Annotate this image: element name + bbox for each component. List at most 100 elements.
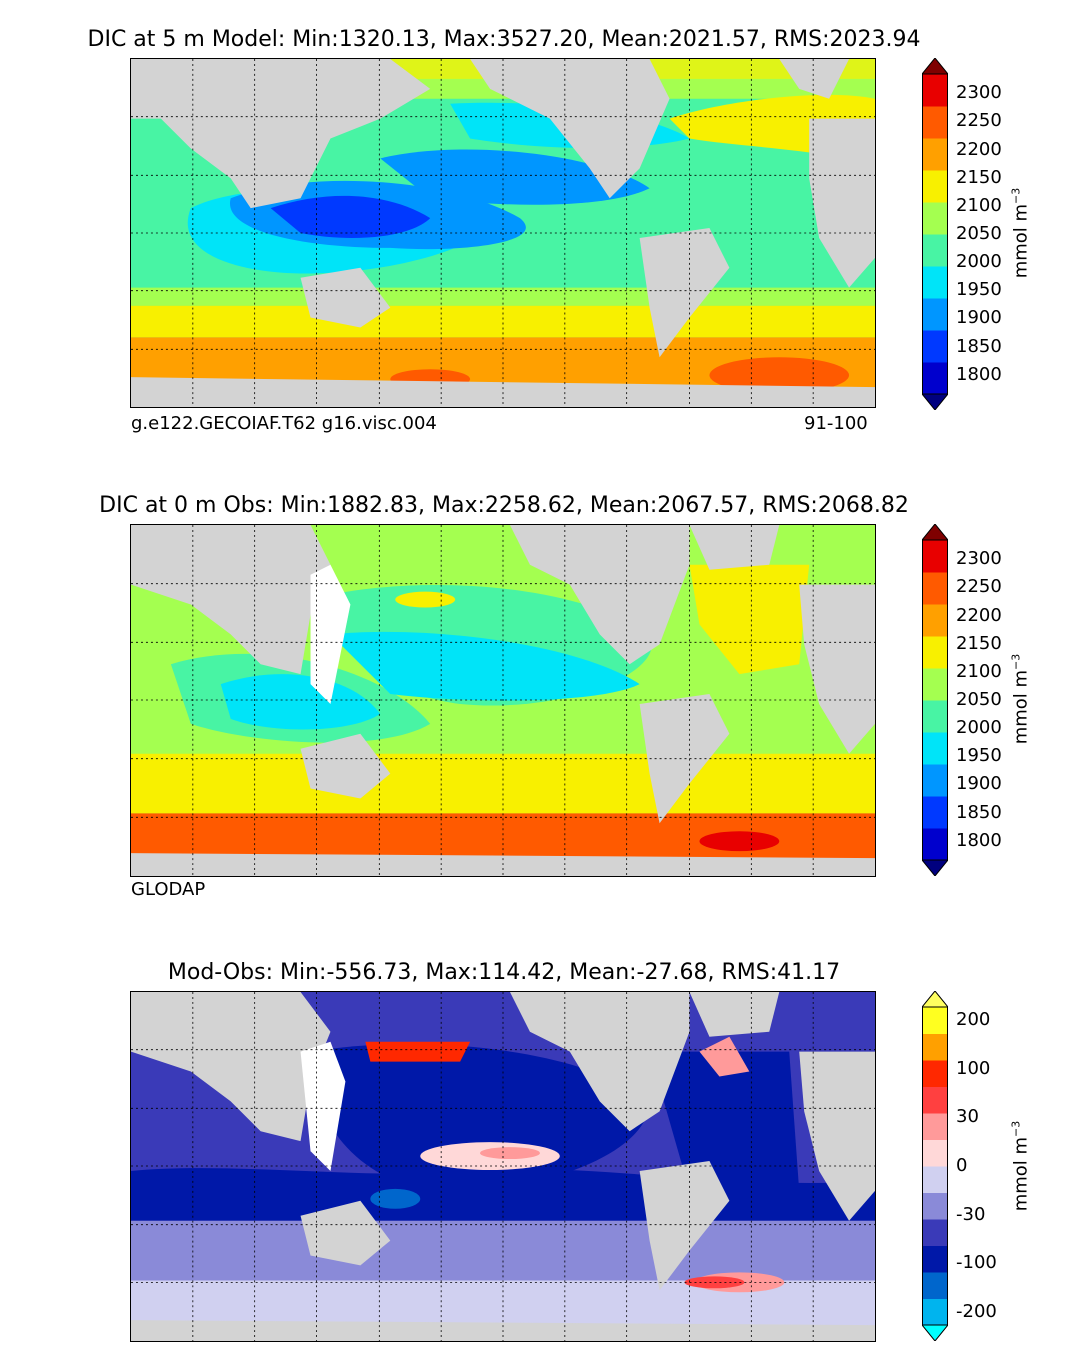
- panel1-footer-left: g.e122.GECOIAF.T62 g16.visc.004: [131, 413, 437, 434]
- colorbar-segment: [922, 1007, 948, 1034]
- panel2-colorbar-units: mmol m−3: [1009, 654, 1031, 745]
- panel2-map-svg: [131, 525, 875, 876]
- panel1-footer-right: 91-100: [804, 413, 868, 434]
- panel2-units-base: mmol m: [1010, 669, 1032, 745]
- panel3-colorbar-units: mmol m−3: [1009, 1121, 1031, 1212]
- panel1-title: DIC at 5 m Model: Min:1320.13, Max:3527.…: [87, 27, 921, 52]
- colorbar-tick-label: 100: [956, 1057, 991, 1079]
- colorbar-tick-label: 1900: [956, 773, 1002, 795]
- colorbar-segment: [922, 668, 948, 701]
- blob-ind-cyan: [220, 674, 381, 730]
- colorbar-segment: [922, 1272, 948, 1299]
- land-africa: [799, 1051, 875, 1221]
- colorbar-tick-label: 1800: [956, 363, 1002, 385]
- land-samerica: [639, 228, 730, 358]
- panel3-title: Mod-Obs: Min:-556.73, Max:114.42, Mean:-…: [167, 960, 841, 985]
- colorbar-tick-label: 2100: [956, 660, 1002, 682]
- colorbar-segment: [922, 330, 948, 363]
- colorbar-segment: [922, 1245, 948, 1273]
- colorbar-segment: [922, 700, 948, 733]
- land-greenland: [689, 992, 780, 1037]
- colorbar-segment: [922, 74, 948, 107]
- colorbar-tick-label: 1950: [956, 279, 1002, 301]
- land-greenland: [689, 525, 780, 570]
- panel1-units-base: mmol m: [1010, 203, 1032, 279]
- panel3-colorbar: [922, 991, 948, 1341]
- colorbar-segment: [922, 1139, 948, 1167]
- colorbar-tick-label: 2100: [956, 194, 1002, 216]
- land-namerica: [509, 992, 690, 1132]
- colorbar-tick-label: 2000: [956, 717, 1002, 739]
- panel1-map: [130, 58, 876, 408]
- land-greenland: [779, 59, 850, 99]
- colorbar-tick-label: -30: [956, 1203, 986, 1225]
- colorbar-segment: [922, 796, 948, 829]
- colorbar-segment: [922, 1033, 948, 1061]
- colorbar-tick-label: 1850: [956, 801, 1002, 823]
- blob-kamchatka: [365, 1041, 471, 1062]
- colorbar-segment: [922, 234, 948, 267]
- panel3-map-svg: [131, 992, 875, 1341]
- colorbar-tick-label: 2150: [956, 632, 1002, 654]
- panel1-units-exp: −3: [1009, 187, 1023, 204]
- colorbar-svg: [922, 991, 948, 1341]
- colorbar-extend-min: [922, 859, 948, 876]
- panel3-units-base: mmol m: [1010, 1136, 1032, 1212]
- nodata-indopac: [300, 1041, 346, 1171]
- colorbar-extend-max: [922, 58, 948, 75]
- colorbar-segment: [922, 266, 948, 299]
- colorbar-segment: [922, 202, 948, 235]
- blob-natl-yellow: [689, 564, 810, 675]
- colorbar-segment: [922, 636, 948, 669]
- colorbar-tick-label: 2150: [956, 166, 1002, 188]
- blob-deep-blue: [270, 195, 431, 238]
- land-australia: [300, 733, 391, 799]
- colorbar-segment: [922, 1192, 948, 1220]
- panel1-grid: [131, 59, 875, 407]
- colorbar-segment: [922, 572, 948, 605]
- colorbar-segment: [922, 828, 948, 861]
- colorbar-tick-label: 0: [956, 1155, 968, 1176]
- blob-pac-dark: [310, 1044, 650, 1191]
- colorbar-extend-max: [922, 991, 948, 1008]
- panel3-grid: [131, 992, 875, 1341]
- colorbar-extend-min: [922, 1324, 948, 1341]
- colorbar-segment: [922, 1298, 948, 1326]
- blob-pac-cyan: [330, 631, 640, 701]
- colorbar-tick-label: 2300: [956, 82, 1002, 104]
- blob-labrador: [699, 1036, 750, 1077]
- colorbar-segment: [922, 604, 948, 637]
- panel3-map: [130, 991, 876, 1342]
- blob-npac-yellow: [395, 591, 456, 608]
- colorbar-extend-min: [922, 393, 948, 410]
- colorbar-tick-label: 2200: [956, 138, 1002, 160]
- colorbar-segment: [922, 1166, 948, 1193]
- colorbar-tick-label: 2250: [956, 576, 1002, 598]
- colorbar-segment: [922, 170, 948, 203]
- colorbar-segment: [922, 540, 948, 573]
- panel2-title: DIC at 0 m Obs: Min:1882.83, Max:2258.62…: [99, 493, 909, 518]
- land-namerica: [509, 525, 690, 665]
- land-australia: [300, 267, 391, 328]
- colorbar-segment: [922, 764, 948, 797]
- colorbar-tick-label: 2250: [956, 110, 1002, 132]
- land-australia: [300, 1200, 391, 1266]
- colorbar-tick-label: -200: [956, 1300, 997, 1322]
- panel2-map: [130, 524, 876, 877]
- land-africa: [809, 118, 875, 288]
- land-eurasia: [131, 59, 431, 209]
- panel2-footer-left: GLODAP: [131, 879, 206, 900]
- colorbar-segment: [922, 362, 948, 395]
- colorbar-segment: [922, 298, 948, 331]
- land-eurasia: [131, 525, 331, 675]
- colorbar-tick-label: 1850: [956, 335, 1002, 357]
- colorbar-tick-label: 2300: [956, 548, 1002, 570]
- colorbar-tick-label: 30: [956, 1106, 979, 1128]
- colorbar-segment: [922, 732, 948, 765]
- blob-atl-red: [699, 831, 780, 852]
- colorbar-segment: [922, 1086, 948, 1114]
- colorbar-tick-label: 200: [956, 1009, 991, 1031]
- colorbar-tick-label: 1800: [956, 829, 1002, 851]
- blob-atl-high: [709, 357, 850, 394]
- colorbar-tick-label: -100: [956, 1252, 997, 1274]
